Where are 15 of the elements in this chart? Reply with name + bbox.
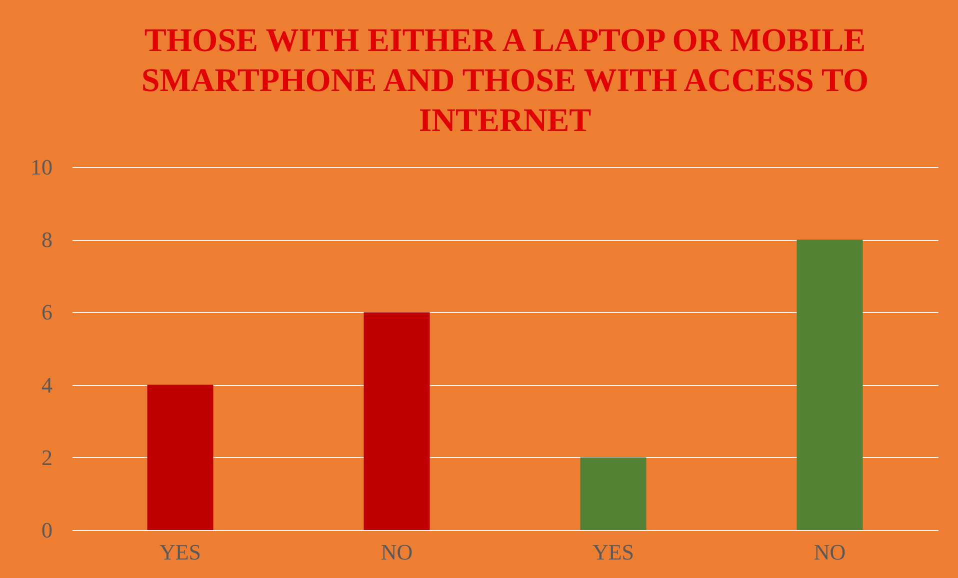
y-tick-label: 4 — [42, 372, 52, 398]
bar — [147, 384, 214, 530]
bar — [796, 240, 863, 530]
y-tick-label: 0 — [42, 518, 52, 542]
y-tick-label: 10 — [30, 154, 52, 180]
chart-title: THOSE WITH EITHER A LAPTOP OR MOBILE SMARTPHONE AND THOSE WITH ACCESS TO INTERNET — [141, 23, 869, 139]
y-tick-label: 2 — [42, 444, 52, 470]
x-tick-label: YES — [159, 540, 202, 564]
x-tick-label: NO — [814, 540, 846, 564]
x-tick-label: NO — [380, 540, 413, 564]
y-tick-label: 6 — [42, 300, 52, 325]
y-tick-label: 8 — [42, 227, 52, 252]
x-tick-label: YES — [592, 540, 634, 564]
bar — [580, 457, 646, 530]
bar — [364, 312, 430, 530]
